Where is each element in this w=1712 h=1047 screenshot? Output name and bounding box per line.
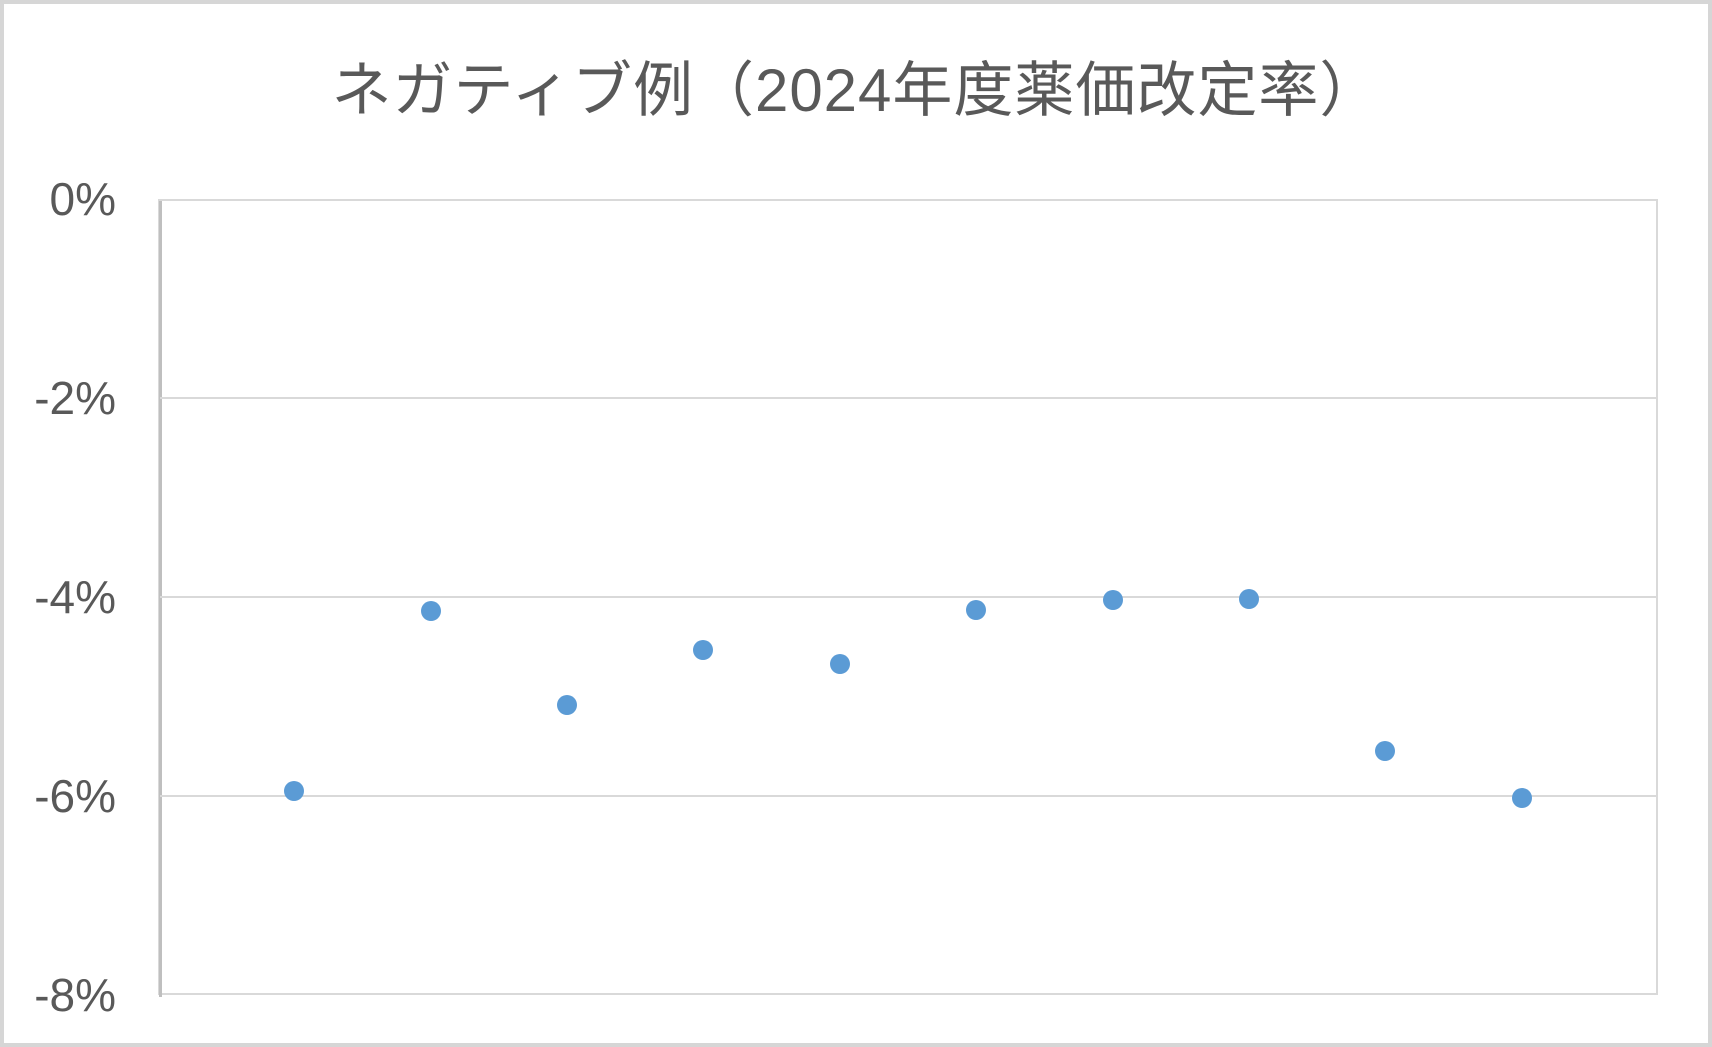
scatter-point [1102, 589, 1123, 610]
plot-area [158, 199, 1658, 997]
y-tick-label: 0% [49, 173, 116, 225]
scatter-point [829, 653, 850, 674]
scatter-point [1375, 741, 1396, 762]
y-tick-label: -8% [34, 969, 116, 1021]
scatter-point [1511, 787, 1532, 808]
y-axis-line [159, 201, 162, 997]
gridline [160, 795, 1656, 797]
gridline [160, 397, 1656, 399]
scatter-point [284, 781, 305, 802]
y-tick-label: -2% [34, 372, 116, 424]
scatter-point [693, 639, 714, 660]
scatter-point [1238, 588, 1259, 609]
chart-title: ネガティブ例（2024年度薬価改定率） [331, 57, 1381, 124]
scatter-point [420, 600, 441, 621]
scatter-point [966, 599, 987, 620]
scatter-point [557, 695, 578, 716]
gridline [160, 596, 1656, 598]
y-tick-label: -4% [34, 571, 116, 623]
y-tick-label: -6% [34, 770, 116, 822]
